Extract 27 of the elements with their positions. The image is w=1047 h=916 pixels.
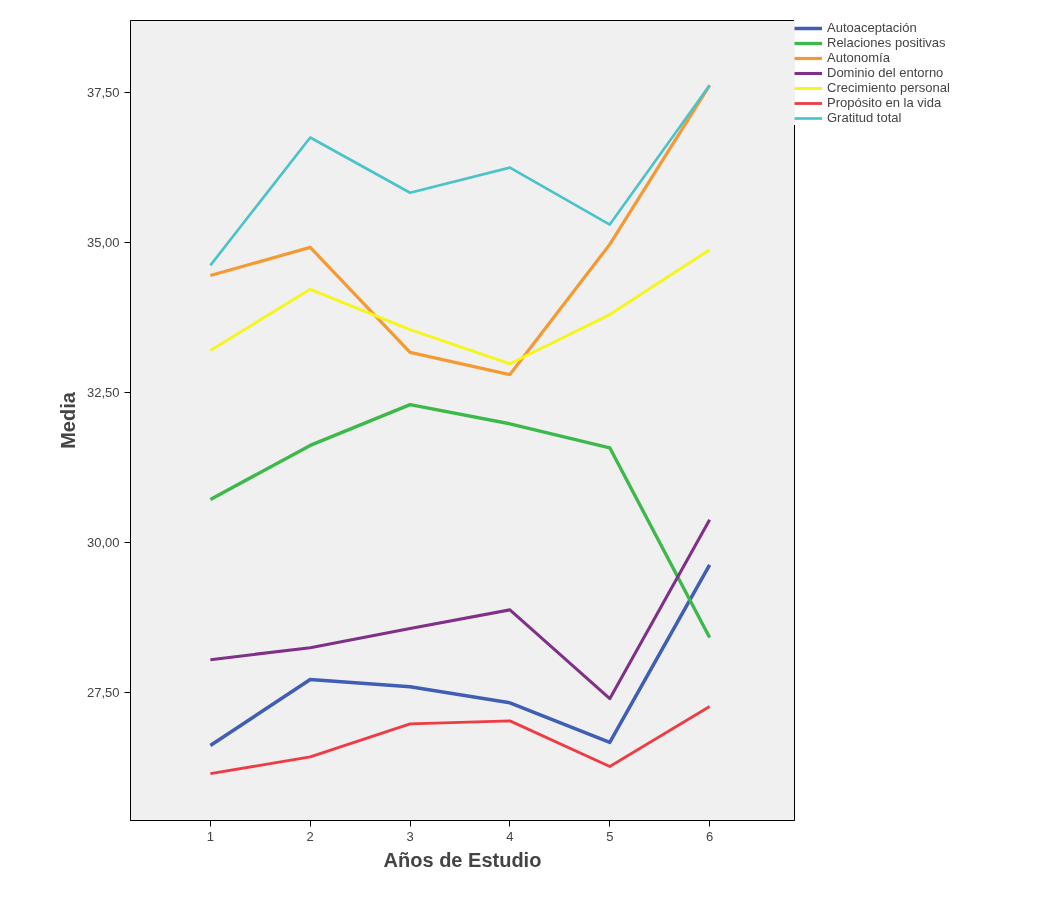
line-series	[208, 402, 712, 640]
y-tick-label: 37,50	[86, 85, 120, 101]
legend-label: Dominio del entorno	[827, 65, 944, 80]
y-tick-label: 32,50	[86, 385, 120, 401]
legend-label: Relaciones positivas	[827, 35, 946, 50]
y-tick-label: 30,00	[86, 535, 120, 551]
line-series	[209, 84, 711, 267]
line-series	[208, 518, 712, 701]
x-tick-label: 2	[306, 828, 314, 844]
legend-label: Propósito en la vida	[827, 95, 942, 110]
y-axis-title: Media	[56, 391, 79, 449]
legend-label: Gratitud total	[827, 110, 902, 125]
x-tick-label: 6	[706, 828, 714, 844]
x-tick-label: 1	[206, 828, 214, 844]
legend-label: Autonomía	[827, 50, 890, 65]
y-tick-label: 27,50	[86, 685, 120, 701]
legend-label: Autoaceptación	[827, 20, 917, 35]
line-series	[208, 83, 712, 377]
legend-label: Crecimiento personal	[827, 80, 950, 95]
y-tick-label: 35,00	[86, 235, 120, 251]
line-series	[208, 563, 712, 748]
x-tick-label: 4	[506, 828, 514, 844]
x-tick-label: 3	[406, 828, 414, 844]
x-tick-label: 5	[606, 828, 614, 844]
line-series	[208, 705, 712, 776]
x-axis-title: Años de Estudio	[383, 848, 542, 871]
line-series	[208, 248, 712, 366]
